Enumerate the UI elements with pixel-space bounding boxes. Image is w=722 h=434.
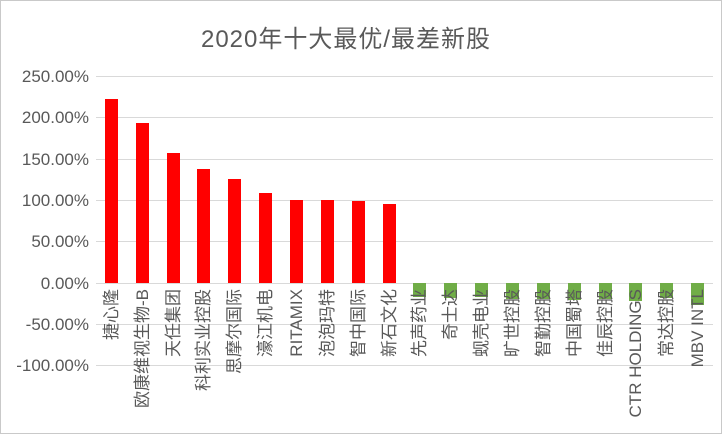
x-axis-category-label: 濠江机电	[256, 288, 276, 357]
bar-13	[475, 282, 489, 297]
x-axis-category-label: 欧康维视生物-B	[132, 288, 152, 408]
bar-15	[536, 282, 550, 300]
bar-10	[382, 204, 396, 283]
x-axis-category-label: CTR HOLDINGS	[626, 288, 646, 418]
bar-20	[691, 282, 705, 305]
gridline	[96, 158, 713, 160]
bar-5	[228, 179, 242, 283]
x-axis-category-label: 智中国际	[348, 288, 368, 357]
bar-1	[104, 99, 118, 283]
bar-11	[413, 282, 427, 297]
x-axis-category-label: 天任集团	[163, 288, 183, 357]
gridline	[96, 365, 713, 367]
y-axis-tick-label: -100.00%	[16, 356, 89, 376]
bar-9	[351, 200, 365, 283]
bar-8	[320, 199, 334, 283]
chart-title: 2020年十大最优/最差新股	[200, 26, 492, 53]
x-axis-category-label: 捷心隆	[101, 288, 121, 340]
x-axis-category-label: 思摩尔国际	[225, 288, 245, 374]
bar-3	[166, 152, 180, 283]
bar-6	[259, 193, 273, 283]
x-axis-category-label: 科利实业控股	[194, 288, 214, 391]
y-axis-tick-label: 50.00%	[31, 232, 89, 252]
y-axis-tick-label: 0.00%	[40, 273, 89, 293]
x-axis-category-label: RITAMIX	[287, 288, 307, 357]
x-axis-category-label: 旷世控股	[502, 288, 522, 357]
zero-axis-line	[96, 282, 713, 284]
gridline	[96, 76, 713, 77]
x-axis-category-label: 常达控股	[657, 288, 677, 357]
x-axis-category-label: 蚬壳电业	[472, 288, 492, 357]
x-axis-category-label: 中国蜀塔	[564, 288, 584, 357]
y-axis-tick-label: 150.00%	[21, 149, 89, 169]
x-axis-category-label: MBV INTL	[688, 288, 708, 368]
bar-18	[629, 282, 643, 301]
gridline	[96, 241, 713, 243]
y-axis-tick-label: 200.00%	[21, 108, 89, 128]
y-axis-tick-label: 100.00%	[21, 190, 89, 210]
x-axis-category-label: 先声药业	[410, 288, 430, 357]
x-axis-category-label: 新石文化	[379, 288, 399, 357]
x-axis-category-label: 佳辰控股	[595, 288, 615, 357]
gridline	[96, 199, 713, 201]
bar-19	[660, 282, 674, 298]
x-axis-category-label: 奇士达	[441, 288, 461, 340]
bar-2	[135, 123, 149, 283]
bar-17	[598, 282, 612, 300]
bar-7	[290, 199, 304, 283]
gridline	[96, 323, 713, 325]
bar-16	[567, 282, 581, 300]
y-axis-tick-label: 250.00%	[21, 67, 89, 86]
x-axis-category-label: 泡泡玛特	[317, 288, 337, 357]
bar-12	[444, 282, 458, 299]
y-axis-tick-label: -50.00%	[25, 314, 89, 334]
gridline	[96, 117, 713, 119]
bar-4	[197, 169, 211, 283]
x-axis-category-label: 智勤控股	[533, 288, 553, 357]
bar-14	[505, 282, 519, 300]
